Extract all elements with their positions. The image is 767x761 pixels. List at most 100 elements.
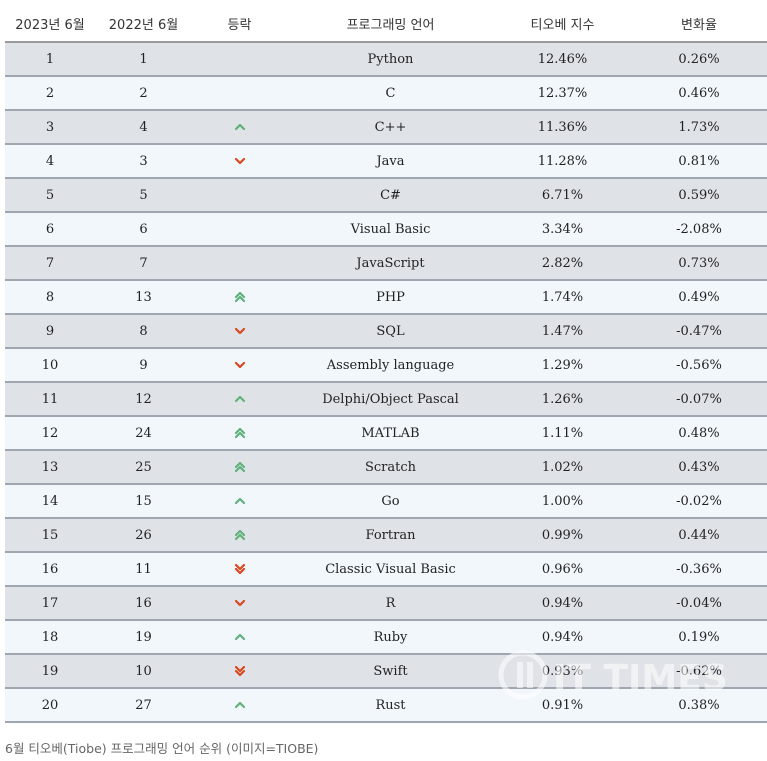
double-chevron-up-icon <box>234 461 245 473</box>
cell-rank-2023: 4 <box>5 144 95 179</box>
cell-trend <box>192 416 287 451</box>
cell-trend <box>192 654 287 689</box>
double-chevron-down-icon <box>234 563 245 575</box>
chevron-up-icon <box>234 701 245 709</box>
cell-rank-2022: 15 <box>95 484 192 519</box>
cell-rank-2023: 1 <box>5 42 95 77</box>
cell-trend <box>192 484 287 519</box>
cell-language: C# <box>287 178 494 213</box>
chevron-up-icon <box>234 633 245 641</box>
cell-language: Java <box>287 144 494 179</box>
cell-trend <box>192 144 287 179</box>
cell-change: -0.47% <box>631 314 767 349</box>
cell-trend <box>192 42 287 77</box>
cell-change: -0.02% <box>631 484 767 519</box>
cell-rank-2023: 19 <box>5 654 95 689</box>
cell-tiobe-index: 0.94% <box>494 620 631 655</box>
cell-tiobe-index: 0.96% <box>494 552 631 587</box>
cell-rank-2023: 16 <box>5 552 95 587</box>
cell-language: Go <box>287 484 494 519</box>
cell-tiobe-index: 1.47% <box>494 314 631 349</box>
cell-trend <box>192 450 287 485</box>
chevron-down-icon <box>234 361 245 369</box>
cell-trend <box>192 246 287 281</box>
table-row: 6 6 Visual Basic 3.34% -2.08% <box>5 212 767 247</box>
cell-rank-2023: 17 <box>5 586 95 621</box>
chevron-up-icon <box>234 123 245 131</box>
tiobe-ranking-table-container: 2023년 6월 2022년 6월 등락 프로그래밍 언어 티오베 지수 변화율… <box>5 5 767 723</box>
table-row: 15 26 Fortran 0.99% 0.44% <box>5 518 767 553</box>
cell-rank-2022: 7 <box>95 246 192 281</box>
cell-language: Visual Basic <box>287 212 494 247</box>
cell-change: 0.49% <box>631 280 767 315</box>
cell-tiobe-index: 1.00% <box>494 484 631 519</box>
table-row: 3 4 C++ 11.36% 1.73% <box>5 110 767 145</box>
cell-language: Ruby <box>287 620 494 655</box>
cell-rank-2023: 12 <box>5 416 95 451</box>
tiobe-ranking-table: 2023년 6월 2022년 6월 등락 프로그래밍 언어 티오베 지수 변화율… <box>5 5 767 723</box>
image-caption: 6월 티오베(Tiobe) 프로그래밍 언어 순위 (이미지=TIOBE) <box>5 741 319 756</box>
cell-rank-2022: 8 <box>95 314 192 349</box>
cell-rank-2022: 25 <box>95 450 192 485</box>
double-chevron-up-icon <box>234 427 245 439</box>
cell-change: 0.81% <box>631 144 767 179</box>
header-language: 프로그래밍 언어 <box>287 5 494 43</box>
cell-change: -2.08% <box>631 212 767 247</box>
cell-tiobe-index: 0.94% <box>494 586 631 621</box>
cell-language: C <box>287 76 494 111</box>
double-chevron-up-icon <box>234 529 245 541</box>
cell-tiobe-index: 6.71% <box>494 178 631 213</box>
cell-trend <box>192 518 287 553</box>
double-chevron-down-icon <box>234 665 245 677</box>
table-row: 2 2 C 12.37% 0.46% <box>5 76 767 111</box>
double-chevron-up-icon <box>234 291 245 303</box>
table-row: 1 1 Python 12.46% 0.26% <box>5 42 767 77</box>
cell-change: 0.59% <box>631 178 767 213</box>
cell-language: Rust <box>287 688 494 723</box>
cell-tiobe-index: 1.26% <box>494 382 631 417</box>
cell-language: MATLAB <box>287 416 494 451</box>
cell-language: PHP <box>287 280 494 315</box>
cell-rank-2023: 8 <box>5 280 95 315</box>
table-body: 1 1 Python 12.46% 0.26% 2 2 C 12.37% 0.46% 3 4 C++ 11… <box>5 42 767 723</box>
table-row: 14 15 Go 1.00% -0.02% <box>5 484 767 519</box>
table-row: 5 5 C# 6.71% 0.59% <box>5 178 767 213</box>
cell-rank-2022: 26 <box>95 518 192 553</box>
cell-tiobe-index: 11.28% <box>494 144 631 179</box>
cell-rank-2023: 14 <box>5 484 95 519</box>
cell-tiobe-index: 3.34% <box>494 212 631 247</box>
chevron-up-icon <box>234 395 245 403</box>
cell-change: 0.46% <box>631 76 767 111</box>
table-row: 19 10 Swift 0.93% -0.62% <box>5 654 767 689</box>
table-row: 10 9 Assembly language 1.29% -0.56% <box>5 348 767 383</box>
cell-rank-2022: 27 <box>95 688 192 723</box>
cell-change: 0.26% <box>631 42 767 77</box>
cell-trend <box>192 178 287 213</box>
table-row: 11 12 Delphi/Object Pascal 1.26% -0.07% <box>5 382 767 417</box>
header-trend: 등락 <box>192 5 287 43</box>
cell-tiobe-index: 11.36% <box>494 110 631 145</box>
cell-rank-2022: 3 <box>95 144 192 179</box>
cell-language: C++ <box>287 110 494 145</box>
cell-rank-2022: 12 <box>95 382 192 417</box>
cell-trend <box>192 348 287 383</box>
cell-tiobe-index: 1.11% <box>494 416 631 451</box>
table-row: 7 7 JavaScript 2.82% 0.73% <box>5 246 767 281</box>
cell-change: -0.07% <box>631 382 767 417</box>
cell-rank-2022: 4 <box>95 110 192 145</box>
header-rank-2023: 2023년 6월 <box>5 5 95 43</box>
table-row: 4 3 Java 11.28% 0.81% <box>5 144 767 179</box>
cell-language: Assembly language <box>287 348 494 383</box>
cell-rank-2023: 20 <box>5 688 95 723</box>
cell-language: Classic Visual Basic <box>287 552 494 587</box>
cell-tiobe-index: 2.82% <box>494 246 631 281</box>
table-row: 12 24 MATLAB 1.11% 0.48% <box>5 416 767 451</box>
chevron-down-icon <box>234 157 245 165</box>
cell-trend <box>192 110 287 145</box>
table-row: 9 8 SQL 1.47% -0.47% <box>5 314 767 349</box>
cell-trend <box>192 382 287 417</box>
cell-tiobe-index: 1.74% <box>494 280 631 315</box>
cell-language: Swift <box>287 654 494 689</box>
cell-rank-2022: 1 <box>95 42 192 77</box>
header-change: 변화율 <box>631 5 767 43</box>
